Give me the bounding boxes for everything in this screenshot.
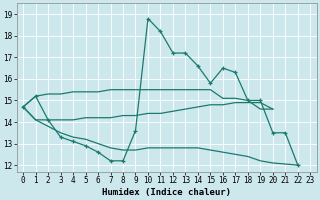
X-axis label: Humidex (Indice chaleur): Humidex (Indice chaleur) <box>102 188 231 197</box>
